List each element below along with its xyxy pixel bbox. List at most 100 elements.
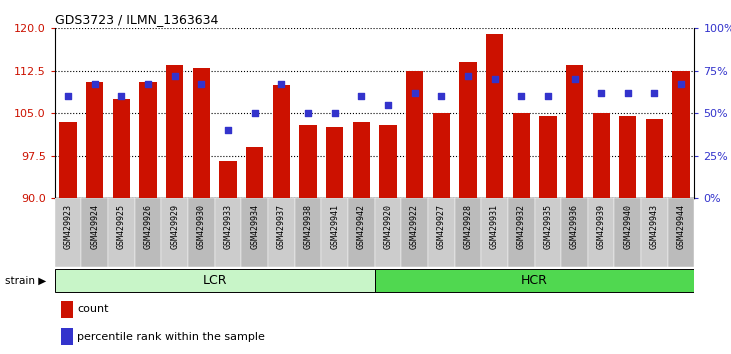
Text: GSM429922: GSM429922 bbox=[410, 204, 419, 249]
Bar bbox=[593, 113, 610, 198]
Text: count: count bbox=[77, 304, 109, 314]
Text: HCR: HCR bbox=[521, 274, 548, 287]
Bar bbox=[348, 198, 374, 267]
Text: LCR: LCR bbox=[202, 274, 227, 287]
Point bbox=[542, 93, 553, 99]
Bar bbox=[215, 198, 241, 267]
Bar bbox=[166, 65, 183, 198]
Bar bbox=[295, 198, 322, 267]
Point bbox=[409, 90, 420, 96]
Point bbox=[169, 73, 181, 79]
Bar bbox=[428, 198, 455, 267]
Bar bbox=[374, 198, 401, 267]
Bar bbox=[459, 62, 477, 198]
Text: GSM429938: GSM429938 bbox=[303, 204, 313, 249]
Bar bbox=[668, 198, 694, 267]
Point bbox=[143, 81, 154, 87]
Bar bbox=[81, 198, 108, 267]
Bar bbox=[55, 198, 81, 267]
Text: GSM429929: GSM429929 bbox=[170, 204, 179, 249]
Text: GSM429923: GSM429923 bbox=[64, 204, 72, 249]
Text: percentile rank within the sample: percentile rank within the sample bbox=[77, 332, 265, 342]
Point bbox=[276, 81, 287, 87]
Bar bbox=[641, 198, 668, 267]
Text: GSM429935: GSM429935 bbox=[543, 204, 553, 249]
Bar bbox=[326, 127, 344, 198]
Bar bbox=[55, 269, 374, 292]
Text: GSM429934: GSM429934 bbox=[250, 204, 260, 249]
Text: GSM429920: GSM429920 bbox=[384, 204, 393, 249]
Point bbox=[622, 90, 634, 96]
Bar bbox=[188, 198, 215, 267]
Bar bbox=[619, 116, 637, 198]
Bar bbox=[86, 82, 104, 198]
Point bbox=[249, 110, 260, 116]
Bar bbox=[481, 198, 508, 267]
Point bbox=[196, 81, 208, 87]
Point bbox=[302, 110, 314, 116]
Text: GSM429930: GSM429930 bbox=[197, 204, 206, 249]
Bar bbox=[59, 122, 77, 198]
Bar bbox=[193, 68, 210, 198]
Text: GSM429940: GSM429940 bbox=[624, 204, 632, 249]
Point bbox=[355, 93, 367, 99]
Point bbox=[382, 102, 394, 108]
Text: GSM429927: GSM429927 bbox=[436, 204, 446, 249]
Text: GSM429941: GSM429941 bbox=[330, 204, 339, 249]
Point bbox=[489, 76, 501, 82]
Point bbox=[222, 127, 234, 133]
Bar bbox=[352, 122, 370, 198]
Text: GSM429936: GSM429936 bbox=[570, 204, 579, 249]
Text: GSM429937: GSM429937 bbox=[277, 204, 286, 249]
Bar bbox=[455, 198, 481, 267]
Bar bbox=[406, 71, 423, 198]
Bar bbox=[241, 198, 268, 267]
Bar bbox=[374, 269, 694, 292]
Bar bbox=[268, 198, 295, 267]
Point bbox=[436, 93, 447, 99]
Bar bbox=[322, 198, 348, 267]
Point bbox=[675, 81, 687, 87]
Bar bbox=[108, 198, 135, 267]
Bar bbox=[561, 198, 588, 267]
Text: GSM429944: GSM429944 bbox=[677, 204, 686, 249]
Point bbox=[115, 93, 127, 99]
Text: GSM429924: GSM429924 bbox=[91, 204, 99, 249]
Point bbox=[648, 90, 660, 96]
Text: strain ▶: strain ▶ bbox=[6, 275, 47, 286]
Bar bbox=[673, 71, 690, 198]
Bar bbox=[401, 198, 428, 267]
Text: GSM429931: GSM429931 bbox=[490, 204, 499, 249]
Point bbox=[89, 81, 101, 87]
Text: GSM429933: GSM429933 bbox=[224, 204, 232, 249]
Point bbox=[569, 76, 580, 82]
Bar bbox=[615, 198, 641, 267]
Bar bbox=[273, 85, 290, 198]
Bar bbox=[508, 198, 534, 267]
Bar bbox=[219, 161, 237, 198]
Bar bbox=[300, 125, 317, 198]
Bar bbox=[379, 125, 397, 198]
Text: GSM429925: GSM429925 bbox=[117, 204, 126, 249]
Bar bbox=[140, 82, 156, 198]
Bar bbox=[566, 65, 583, 198]
Bar bbox=[534, 198, 561, 267]
Text: GSM429926: GSM429926 bbox=[143, 204, 153, 249]
Bar bbox=[135, 198, 162, 267]
Point bbox=[462, 73, 474, 79]
Bar bbox=[162, 198, 188, 267]
Text: GDS3723 / ILMN_1363634: GDS3723 / ILMN_1363634 bbox=[55, 13, 218, 26]
Bar bbox=[486, 34, 503, 198]
Text: GSM429932: GSM429932 bbox=[517, 204, 526, 249]
Point bbox=[329, 110, 341, 116]
Text: GSM429942: GSM429942 bbox=[357, 204, 366, 249]
Point bbox=[595, 90, 607, 96]
Bar bbox=[433, 113, 450, 198]
Bar bbox=[61, 328, 72, 345]
Text: GSM429943: GSM429943 bbox=[650, 204, 659, 249]
Bar bbox=[645, 119, 663, 198]
Bar bbox=[246, 147, 263, 198]
Bar bbox=[588, 198, 615, 267]
Bar bbox=[113, 99, 130, 198]
Text: GSM429928: GSM429928 bbox=[463, 204, 472, 249]
